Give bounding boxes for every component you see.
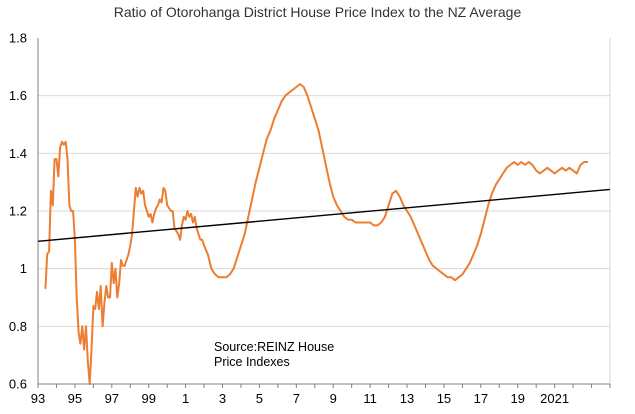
ratio-line [44,83,588,385]
y-tick-label: 0.6 [9,377,27,392]
series-group [37,83,611,385]
x-tick-label: 2021 [540,391,569,406]
y-tick-label: 1.4 [9,146,27,161]
chart-title: Ratio of Otorohanga District House Price… [113,4,522,20]
y-tick-label: 0.8 [9,319,27,334]
trend-line [37,188,611,242]
source-note: Source:REINZ House Price Indexes [214,340,334,370]
x-tick-label: 17 [474,391,488,406]
x-tick-label: 11 [363,391,377,406]
x-tick-label: 1 [182,391,189,406]
x-tick-label: 3 [219,391,226,406]
x-tick-label: 9 [330,391,337,406]
y-axis: 0.6 0.8 1 1.2 1.4 1.6 1.8 [9,31,39,392]
source-note-line-1: Source:REINZ House [214,340,335,354]
gridlines [38,38,611,384]
x-tick-label: 97 [105,391,119,406]
y-tick-label: 1 [20,261,27,276]
x-tick-label: 13 [400,391,414,406]
x-tick-label: 93 [31,391,45,406]
y-tick-label: 1.2 [9,204,27,219]
x-axis: 93 95 97 99 1 3 5 7 9 11 13 15 17 19 2021 [31,383,611,406]
y-tick-label: 1.6 [9,88,27,103]
x-tick-label: 95 [68,391,82,406]
x-tick-label: 19 [511,391,525,406]
x-tick-label: 15 [437,391,451,406]
source-note-line-2: Price Indexes [214,355,290,369]
x-tick-label: 7 [293,391,300,406]
x-tick-label: 5 [256,391,263,406]
x-tick-label: 99 [141,391,155,406]
y-tick-label: 1.8 [9,31,27,46]
